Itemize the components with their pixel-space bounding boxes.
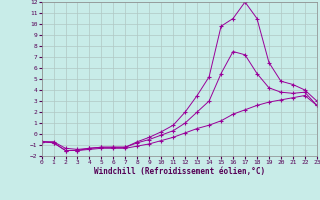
X-axis label: Windchill (Refroidissement éolien,°C): Windchill (Refroidissement éolien,°C) xyxy=(94,167,265,176)
